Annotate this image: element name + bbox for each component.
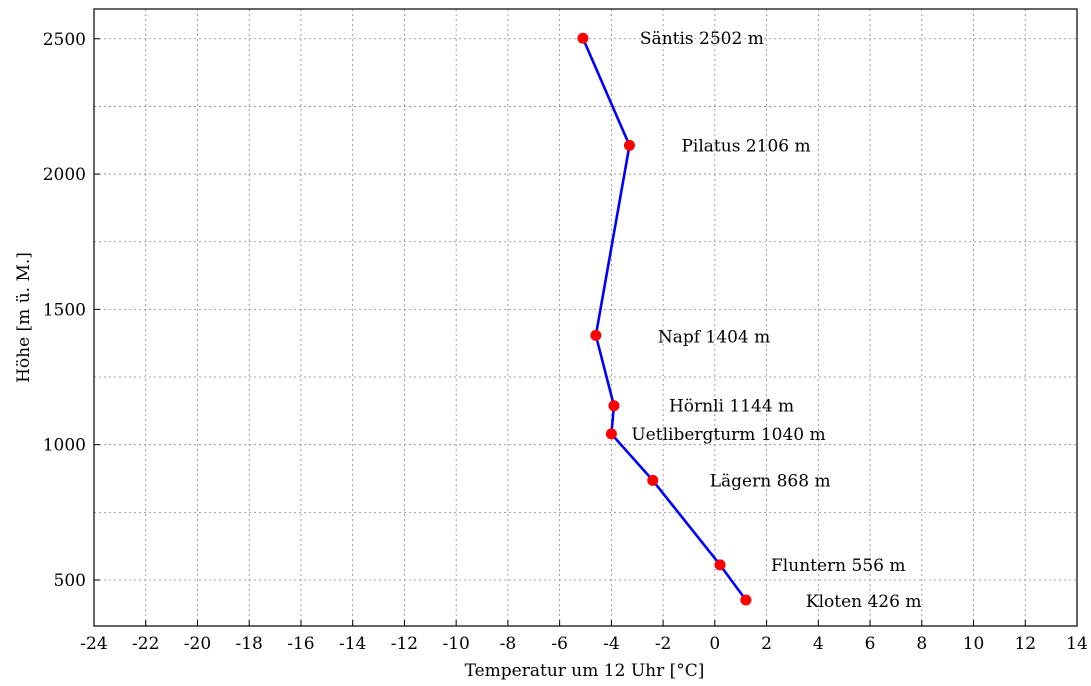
y-tick-label: 2500 xyxy=(43,30,86,50)
point-labels: Säntis 2502 m Pilatus 2106 m Napf 1404 m Hö… xyxy=(631,29,921,612)
y-axis-title: Höhe [m ü. M.] xyxy=(14,252,34,383)
plot-frame xyxy=(93,8,1078,627)
x-tick-label: -12 xyxy=(391,634,418,654)
data-point xyxy=(605,428,617,440)
x-tick-label: -4 xyxy=(603,634,620,654)
data-point xyxy=(577,32,589,44)
x-tick-label: -22 xyxy=(132,634,159,654)
point-label: Napf 1404 m xyxy=(658,327,770,347)
point-label: Lägern 868 m xyxy=(710,471,831,491)
y-tick-label: 500 xyxy=(54,571,86,591)
x-tick-label: -2 xyxy=(655,634,672,654)
x-tick-label: 4 xyxy=(813,634,824,654)
point-label: Uetlibergturm 1040 m xyxy=(631,425,825,445)
data-point xyxy=(608,400,620,412)
x-tick-label: -20 xyxy=(184,634,211,654)
x-tick-label: 14 xyxy=(1066,634,1088,654)
data-point xyxy=(647,474,659,486)
data-point xyxy=(623,139,635,151)
x-tick-label: 2 xyxy=(761,634,772,654)
x-tick-label: -6 xyxy=(551,634,568,654)
x-tick-label: 12 xyxy=(1014,634,1036,654)
x-tick-label: 10 xyxy=(963,634,985,654)
point-label: Säntis 2502 m xyxy=(640,29,764,49)
point-label: Pilatus 2106 m xyxy=(681,136,810,156)
point-label: Kloten 426 m xyxy=(806,592,922,612)
point-label: Hörnli 1144 m xyxy=(669,397,794,417)
x-axis-title: Temperatur um 12 Uhr [°C] xyxy=(465,661,705,681)
x-tick-label: -24 xyxy=(80,634,107,654)
x-tick-label: 8 xyxy=(916,634,927,654)
series-temperature xyxy=(577,32,752,606)
x-tick-label: -16 xyxy=(287,634,314,654)
data-point xyxy=(590,329,602,341)
y-tick-label: 1500 xyxy=(43,300,86,320)
x-tick-label: -10 xyxy=(442,634,469,654)
data-point xyxy=(714,559,726,571)
y-tick-label: 1000 xyxy=(43,436,86,456)
x-tick-label: 0 xyxy=(709,634,720,654)
series-line xyxy=(581,37,747,601)
x-tick-label: -14 xyxy=(339,634,366,654)
x-axis-ticks: -24 -22 -20 -18 -16 -14 -12 -10 -8 -6 -4 -2 0 2 4 6 8 10 1… xyxy=(80,620,1088,654)
grid xyxy=(94,9,1077,626)
x-tick-label: 6 xyxy=(865,634,876,654)
data-point xyxy=(740,594,752,606)
y-axis-ticks: 500 1000 1500 2000 2500 xyxy=(43,30,100,591)
y-tick-label: 2000 xyxy=(43,165,86,185)
x-tick-label: -8 xyxy=(500,634,517,654)
point-label: Fluntern 556 m xyxy=(771,556,905,576)
x-tick-label: -18 xyxy=(236,634,263,654)
